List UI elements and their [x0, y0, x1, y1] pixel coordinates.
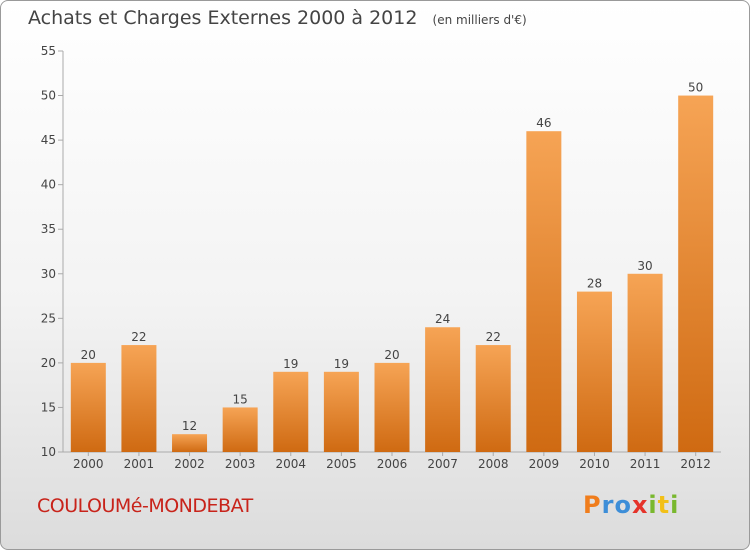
- x-tick-label: 2011: [630, 457, 661, 471]
- y-tick-label: 15: [41, 400, 56, 414]
- chart-title-main: Achats et Charges Externes 2000 à 2012: [28, 7, 418, 29]
- y-tick-label: 35: [41, 222, 56, 236]
- bar-value-label: 22: [486, 330, 501, 344]
- x-tick-label: 2002: [174, 457, 205, 471]
- logo-letter: P: [583, 491, 602, 519]
- bar-value-label: 50: [688, 81, 703, 95]
- y-tick-label: 40: [41, 178, 56, 192]
- chart-title-unit: (en milliers d'€): [432, 13, 527, 27]
- bar-value-label: 30: [637, 259, 652, 273]
- x-tick-label: 2000: [73, 457, 104, 471]
- y-tick-label: 45: [41, 133, 56, 147]
- bar: [425, 327, 461, 452]
- commune-name: COULOUMé-MONDEBAT: [37, 495, 253, 517]
- bar: [121, 345, 157, 452]
- bar: [70, 362, 106, 452]
- logo-letter: i: [670, 491, 680, 519]
- proxiti-logo: Proxiti: [583, 491, 679, 519]
- y-tick-label: 55: [41, 44, 56, 58]
- bar: [627, 273, 663, 452]
- bar-value-label: 24: [435, 312, 450, 326]
- bar-value-label: 19: [334, 357, 349, 371]
- x-tick-label: 2007: [427, 457, 458, 471]
- logo-letter: i: [648, 491, 658, 519]
- bar-value-label: 12: [182, 419, 197, 433]
- x-tick-label: 2003: [225, 457, 256, 471]
- bar: [678, 95, 714, 453]
- x-tick-label: 2010: [579, 457, 610, 471]
- bar-value-label: 20: [384, 348, 399, 362]
- y-tick-label: 25: [41, 311, 56, 325]
- x-tick-label: 2012: [680, 457, 711, 471]
- chart-title: Achats et Charges Externes 2000 à 2012 (…: [28, 7, 527, 29]
- x-tick-label: 2009: [529, 457, 560, 471]
- bar-value-label: 28: [587, 277, 602, 291]
- bar: [323, 371, 359, 452]
- bar-value-label: 22: [131, 330, 146, 344]
- y-tick-label: 30: [41, 267, 56, 281]
- bar: [222, 407, 258, 452]
- y-tick-label: 10: [41, 445, 56, 459]
- bar: [576, 291, 612, 452]
- bar: [475, 345, 511, 452]
- bar: [172, 434, 208, 452]
- y-tick-label: 50: [41, 89, 56, 103]
- logo-letter: x: [631, 491, 649, 519]
- x-tick-label: 2006: [377, 457, 408, 471]
- x-tick-label: 2001: [124, 457, 155, 471]
- bar-value-label: 20: [81, 348, 96, 362]
- x-tick-label: 2008: [478, 457, 509, 471]
- bar-value-label: 15: [233, 392, 248, 406]
- bar: [273, 371, 309, 452]
- bar-value-label: 46: [536, 116, 551, 130]
- logo-letter: r: [601, 491, 615, 519]
- x-tick-label: 2005: [326, 457, 357, 471]
- y-tick-label: 20: [41, 356, 56, 370]
- bar: [526, 131, 562, 452]
- x-tick-label: 2004: [275, 457, 306, 471]
- logo-letter: o: [614, 491, 632, 519]
- bar-value-label: 19: [283, 357, 298, 371]
- logo-letter: t: [657, 491, 671, 519]
- bar: [374, 362, 410, 452]
